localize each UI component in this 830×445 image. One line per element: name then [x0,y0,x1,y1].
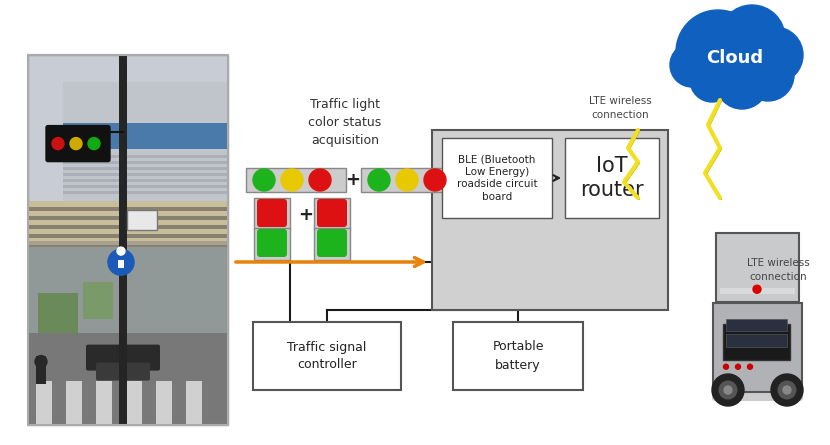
Circle shape [724,364,729,369]
Circle shape [710,12,750,52]
FancyBboxPatch shape [28,284,228,425]
Text: Traffic light
color status
acquisition: Traffic light color status acquisition [309,98,382,147]
FancyBboxPatch shape [63,82,228,201]
FancyBboxPatch shape [127,210,157,230]
FancyBboxPatch shape [156,380,172,425]
Circle shape [690,58,734,102]
FancyBboxPatch shape [28,243,228,247]
Circle shape [88,138,100,150]
Circle shape [117,247,125,255]
FancyBboxPatch shape [442,138,552,218]
Circle shape [771,374,803,406]
Circle shape [716,57,768,109]
Circle shape [676,10,760,94]
Text: BLE (Bluetooth
Low Energy)
roadside circuit
board: BLE (Bluetooth Low Energy) roadside circ… [457,154,537,202]
Circle shape [108,249,134,275]
FancyBboxPatch shape [257,199,287,227]
Circle shape [779,381,796,399]
Text: +: + [299,206,314,224]
FancyBboxPatch shape [96,380,112,425]
Circle shape [747,27,803,83]
FancyBboxPatch shape [28,241,228,245]
FancyBboxPatch shape [83,282,113,319]
Circle shape [281,169,303,191]
FancyBboxPatch shape [28,201,228,245]
FancyBboxPatch shape [63,179,227,182]
FancyBboxPatch shape [317,199,347,227]
Circle shape [735,364,740,369]
FancyBboxPatch shape [36,380,52,425]
FancyBboxPatch shape [432,130,668,310]
FancyBboxPatch shape [720,288,795,294]
Text: Cloud: Cloud [706,49,764,67]
FancyBboxPatch shape [126,380,142,425]
FancyBboxPatch shape [361,168,461,192]
FancyBboxPatch shape [63,167,227,170]
FancyBboxPatch shape [63,155,227,158]
FancyBboxPatch shape [38,293,78,337]
FancyBboxPatch shape [28,55,228,425]
FancyBboxPatch shape [314,198,350,230]
Circle shape [368,169,390,191]
FancyBboxPatch shape [713,303,802,392]
FancyBboxPatch shape [28,234,228,238]
Circle shape [783,386,791,394]
Circle shape [742,49,794,101]
FancyBboxPatch shape [246,168,346,192]
FancyBboxPatch shape [565,138,659,218]
FancyBboxPatch shape [716,233,799,302]
FancyBboxPatch shape [186,380,202,425]
Circle shape [724,386,732,394]
Circle shape [70,138,82,150]
FancyBboxPatch shape [63,191,227,194]
Text: LTE wireless
connection: LTE wireless connection [747,259,809,282]
FancyBboxPatch shape [63,161,227,164]
FancyBboxPatch shape [28,215,228,219]
FancyBboxPatch shape [28,225,228,229]
FancyBboxPatch shape [96,363,150,380]
FancyBboxPatch shape [253,322,401,390]
Text: Traffic signal
controller: Traffic signal controller [287,340,367,372]
FancyBboxPatch shape [63,173,227,176]
FancyBboxPatch shape [726,319,787,331]
FancyBboxPatch shape [723,324,790,360]
FancyBboxPatch shape [63,185,227,188]
FancyBboxPatch shape [453,322,583,390]
Circle shape [424,169,446,191]
FancyBboxPatch shape [86,344,160,371]
Circle shape [720,381,737,399]
Text: Portable
battery: Portable battery [492,340,544,372]
Circle shape [712,374,744,406]
FancyBboxPatch shape [36,356,46,384]
FancyBboxPatch shape [726,334,787,347]
FancyBboxPatch shape [119,55,127,425]
Circle shape [670,43,714,87]
Circle shape [52,138,64,150]
Circle shape [253,169,275,191]
FancyBboxPatch shape [46,125,110,162]
FancyBboxPatch shape [118,260,124,268]
FancyBboxPatch shape [28,206,228,210]
FancyBboxPatch shape [63,123,228,149]
Circle shape [719,5,785,71]
FancyBboxPatch shape [712,387,803,401]
FancyBboxPatch shape [314,228,350,260]
Circle shape [678,28,718,68]
FancyBboxPatch shape [28,332,228,425]
Text: IoT
router: IoT router [580,156,644,200]
FancyBboxPatch shape [254,198,290,230]
Text: +: + [345,171,360,189]
Circle shape [753,285,761,293]
Circle shape [748,364,753,369]
Circle shape [35,356,47,368]
Circle shape [309,169,331,191]
FancyBboxPatch shape [317,229,347,257]
FancyBboxPatch shape [28,245,228,425]
FancyBboxPatch shape [257,229,287,257]
FancyBboxPatch shape [254,228,290,260]
Circle shape [396,169,418,191]
FancyBboxPatch shape [66,380,82,425]
Text: LTE wireless
connection: LTE wireless connection [588,97,652,120]
